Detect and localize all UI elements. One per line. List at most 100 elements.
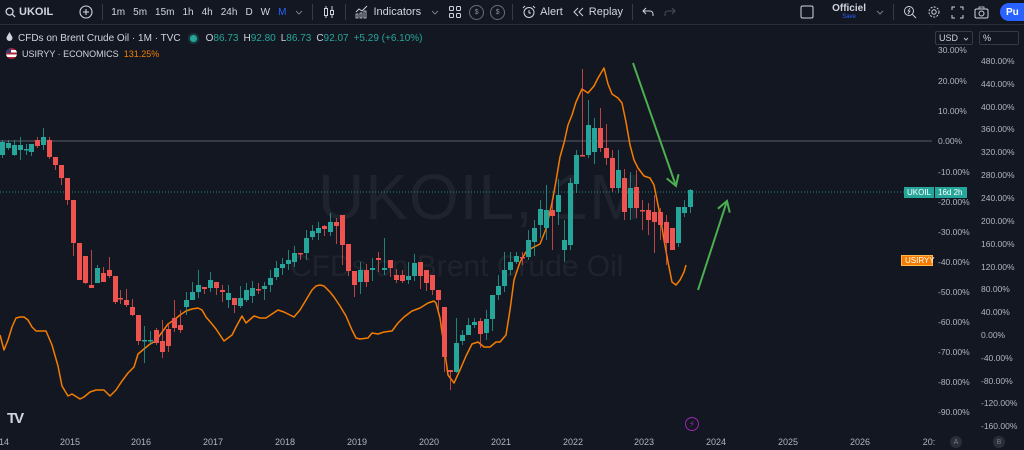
candle xyxy=(490,295,495,331)
close-value: 92.07 xyxy=(323,32,349,44)
candle xyxy=(442,307,447,372)
auto-scale-a-button[interactable]: A xyxy=(950,436,962,448)
timeframe-4h[interactable]: 4h xyxy=(201,6,213,18)
compare-symbol-button[interactable] xyxy=(74,0,98,24)
candle xyxy=(6,140,11,150)
time-axis-label: 2019 xyxy=(346,437,368,447)
right-axis-label: 280.00% xyxy=(981,170,1015,180)
left-axis-label: -30.00% xyxy=(938,227,970,237)
scale-mode-value: % xyxy=(983,33,992,43)
market-status-dot[interactable] xyxy=(189,34,197,42)
scale-mode-select[interactable]: % xyxy=(979,31,1019,45)
publish-button[interactable]: Pu xyxy=(1000,3,1024,21)
chevron-down-icon xyxy=(963,33,969,43)
layout-save-status: Save xyxy=(842,14,856,20)
candle xyxy=(658,208,663,240)
layout-name-button[interactable]: Officiel Save xyxy=(827,0,871,24)
left-axis-label: -80.00% xyxy=(938,377,970,387)
left-axis-label: -10.00% xyxy=(938,167,970,177)
dollar-badge-button[interactable]: $ xyxy=(490,4,506,20)
layout-toggle-button[interactable] xyxy=(795,0,819,24)
search-icon xyxy=(5,6,16,18)
left-axis-label: -40.00% xyxy=(938,257,970,267)
time-axis-label: 2017 xyxy=(202,437,224,447)
arrow-up-annotation[interactable] xyxy=(697,199,731,291)
indicators-button[interactable]: Indicators xyxy=(350,0,426,24)
candle xyxy=(107,257,112,278)
right-axis-label: 440.00% xyxy=(981,79,1015,89)
divider xyxy=(312,4,314,20)
alert-button[interactable]: Alert xyxy=(517,0,568,24)
replay-button[interactable]: Replay xyxy=(568,0,628,24)
timeframe-5m[interactable]: 5m xyxy=(133,6,148,18)
right-axis-label: 320.00% xyxy=(981,147,1015,157)
open-value: 86.73 xyxy=(213,32,239,44)
time-axis-label: 2015 xyxy=(59,437,81,447)
dollar-badge-button[interactable]: $ xyxy=(469,4,485,20)
currency-select[interactable]: USD xyxy=(935,31,973,45)
candle xyxy=(136,315,141,345)
timeframe-24h[interactable]: 24h xyxy=(220,6,238,18)
candle xyxy=(29,144,34,156)
candle xyxy=(646,203,651,235)
indicators-dropdown[interactable] xyxy=(426,0,444,24)
usiryy-price-tag: USIRYY xyxy=(901,255,935,266)
replay-label: Replay xyxy=(588,6,624,18)
close-label: C xyxy=(316,32,324,44)
undo-icon xyxy=(642,7,654,17)
quick-search-button[interactable] xyxy=(898,0,922,24)
compare-series-legend[interactable]: USIRYY · ECONOMICS 131.25% xyxy=(6,48,159,59)
candle xyxy=(598,108,603,152)
rewind-icon xyxy=(573,7,585,17)
candle xyxy=(664,215,669,265)
redo-button[interactable] xyxy=(659,0,681,24)
auto-scale-b-button[interactable]: B xyxy=(993,436,1005,448)
time-axis-label: 2018 xyxy=(274,437,296,447)
redo-icon xyxy=(664,7,676,17)
timeframe-dropdown[interactable] xyxy=(290,0,308,24)
alert-label: Alert xyxy=(540,6,563,18)
snapshot-button[interactable] xyxy=(969,0,994,24)
candle xyxy=(24,144,29,155)
timeframe-1m[interactable]: 1m xyxy=(111,6,126,18)
candle xyxy=(148,331,153,345)
left-axis-label: -20.00% xyxy=(938,197,970,207)
fullscreen-button[interactable] xyxy=(946,0,969,24)
chevron-down-icon xyxy=(431,10,439,15)
layout-dropdown[interactable] xyxy=(871,0,889,24)
candle xyxy=(202,287,207,294)
compare-series-name: USIRYY · ECONOMICS xyxy=(22,48,119,59)
watermark-symbol: UKOIL, 1M xyxy=(318,161,644,233)
timeframe-d[interactable]: D xyxy=(245,6,253,18)
divider xyxy=(345,4,347,20)
layout-name: Officiel xyxy=(832,3,866,14)
symbol-search-button[interactable]: UKOIL xyxy=(0,0,58,24)
candle xyxy=(268,270,273,292)
time-axis-label: 2021 xyxy=(490,437,512,447)
left-axis-label: -50.00% xyxy=(938,287,970,297)
settings-button[interactable] xyxy=(922,0,946,24)
right-axis-label: 40.00% xyxy=(981,307,1010,317)
main-series-legend[interactable]: CFDs on Brent Crude Oil · 1M · TVC O86.7… xyxy=(6,32,423,44)
timeframe-1h[interactable]: 1h xyxy=(182,6,194,18)
chart-type-button[interactable] xyxy=(317,0,341,24)
grid-layout-icon xyxy=(449,6,462,18)
timeframe-w[interactable]: W xyxy=(260,6,271,18)
timeframe-m[interactable]: M xyxy=(278,6,287,18)
timeframe-15m[interactable]: 15m xyxy=(155,6,175,18)
fullscreen-icon xyxy=(951,6,964,19)
left-axis-label: -70.00% xyxy=(938,347,970,357)
currency-value: USD xyxy=(939,33,959,43)
candle xyxy=(178,310,183,333)
candle xyxy=(89,250,94,288)
candle xyxy=(71,200,76,256)
gear-icon xyxy=(927,5,941,19)
left-axis-label: 20.00% xyxy=(938,76,967,86)
undo-button[interactable] xyxy=(637,0,659,24)
candle xyxy=(208,272,213,292)
candle xyxy=(256,283,261,294)
candle xyxy=(448,370,453,390)
tradingview-logo[interactable]: TV xyxy=(7,410,24,427)
lightning-event-icon[interactable]: ⚡ xyxy=(685,417,699,431)
layouts-button[interactable] xyxy=(444,0,466,24)
